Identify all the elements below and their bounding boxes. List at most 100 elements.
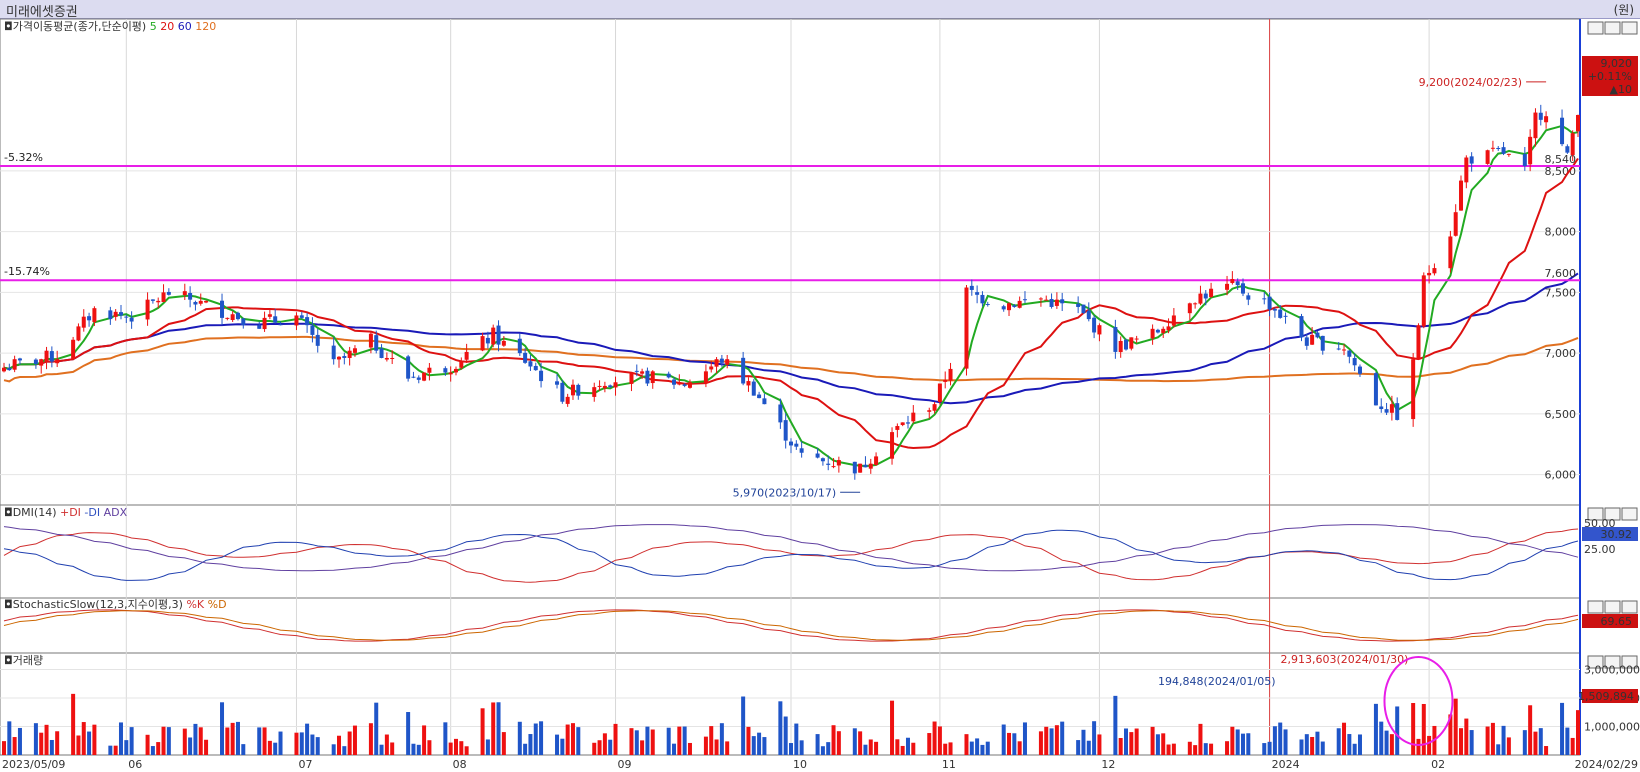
candle-body	[687, 382, 692, 388]
volume-bar	[71, 693, 76, 755]
candle-body	[746, 381, 751, 386]
price-panel-title: ◘가격이동평균(종가,단순이평) 5 20 60 120	[4, 20, 216, 33]
stoch-current-box	[1582, 614, 1638, 628]
volume-bar	[969, 741, 974, 755]
candle-body	[182, 291, 187, 296]
panel-control-button	[1621, 21, 1638, 35]
candle-body	[459, 361, 464, 368]
candle-body	[235, 312, 240, 320]
volume-bar	[682, 726, 687, 755]
candle-body	[1304, 337, 1309, 346]
plus-di-line	[3, 528, 1579, 583]
volume-bar	[1416, 738, 1421, 755]
x-tick-label: 2024/02/29	[1575, 758, 1638, 771]
volume-bar	[1129, 732, 1134, 755]
x-tick-label: 06	[128, 758, 142, 771]
volume-bar	[225, 727, 230, 755]
volume-bar	[831, 725, 836, 755]
candle-body	[1411, 359, 1416, 420]
volume-bar	[278, 731, 283, 755]
candle-body	[480, 336, 485, 351]
volume-bar	[113, 745, 118, 755]
candle-body	[565, 396, 570, 404]
volume-bar	[890, 700, 895, 755]
candle-body	[900, 422, 905, 426]
x-tick-label: 11	[942, 758, 956, 771]
candle-body	[49, 351, 54, 362]
candle-body	[528, 361, 533, 367]
candle-body	[874, 456, 879, 465]
candle-body	[820, 458, 825, 462]
volume-bar	[602, 733, 607, 755]
candle-body	[778, 404, 783, 423]
candle-body	[932, 404, 937, 411]
candle-body	[1464, 157, 1469, 183]
volume-bar	[1528, 705, 1533, 755]
volume-bar	[1576, 710, 1580, 755]
candle-body	[443, 368, 448, 373]
candle-body	[602, 385, 607, 389]
volume-bar	[204, 739, 209, 755]
volume-bar	[1570, 737, 1575, 755]
candle-body	[501, 340, 506, 346]
candle-body	[1267, 296, 1272, 310]
candle-body	[709, 366, 714, 370]
level-value-label: 7,600	[1545, 267, 1577, 280]
volume-bar	[1347, 734, 1352, 755]
legend-entry: %D	[208, 598, 227, 611]
candle-body	[1097, 325, 1102, 335]
candle-body	[2, 367, 6, 372]
volume-bar	[416, 744, 421, 755]
candle-body	[1538, 112, 1543, 120]
candle-body	[831, 466, 836, 468]
volume-bar	[517, 721, 522, 755]
candle-body	[76, 326, 81, 341]
candle-body	[1022, 299, 1027, 301]
candle-body	[1379, 406, 1384, 410]
legend-entry: 60	[178, 20, 196, 33]
candle-body	[1113, 327, 1118, 352]
volume-bar	[597, 740, 602, 755]
volume-bar	[1060, 721, 1065, 755]
volume-bar	[1240, 733, 1245, 755]
volume-bar	[895, 739, 900, 755]
candle-body	[257, 325, 262, 329]
volume-bar	[789, 743, 793, 755]
candle-body	[315, 334, 320, 346]
panel-title: ◘StochasticSlow(12,3,지수이평,3)	[4, 598, 186, 611]
candle-body	[1347, 350, 1352, 357]
candle-body	[757, 394, 762, 399]
candle-body	[1235, 281, 1240, 286]
volume-bar	[331, 744, 336, 755]
price-unit: (원)	[1613, 3, 1634, 17]
candle-body	[1124, 339, 1129, 350]
x-tick-label: 08	[453, 758, 467, 771]
volume-bar	[1081, 729, 1086, 755]
candle-body	[1198, 293, 1203, 304]
candle-body	[193, 301, 198, 305]
candle-body	[570, 384, 575, 396]
volume-bar	[156, 742, 161, 755]
ma20-line	[3, 157, 1579, 450]
candle-body	[368, 333, 373, 348]
candle-body	[980, 294, 985, 304]
legend-entry: 5	[150, 20, 161, 33]
volume-bar	[820, 746, 825, 755]
panel-control-button	[1621, 655, 1638, 669]
candle-body	[1352, 358, 1357, 366]
candle-body	[608, 385, 613, 388]
candle-body	[118, 312, 123, 316]
volume-bar	[118, 722, 123, 755]
ma120-line	[3, 335, 1579, 383]
volume-bar	[129, 727, 134, 755]
candle-body	[868, 463, 873, 469]
volume-bar	[7, 721, 12, 755]
volume-bar	[368, 723, 373, 755]
volume-bar	[858, 731, 863, 755]
volume-bar	[672, 743, 677, 755]
volume-bar	[1533, 731, 1538, 755]
volume-bar	[150, 746, 155, 755]
legend-entry: +DI	[60, 506, 84, 519]
volume-bar	[1086, 740, 1091, 755]
volume-bar	[1352, 743, 1357, 755]
